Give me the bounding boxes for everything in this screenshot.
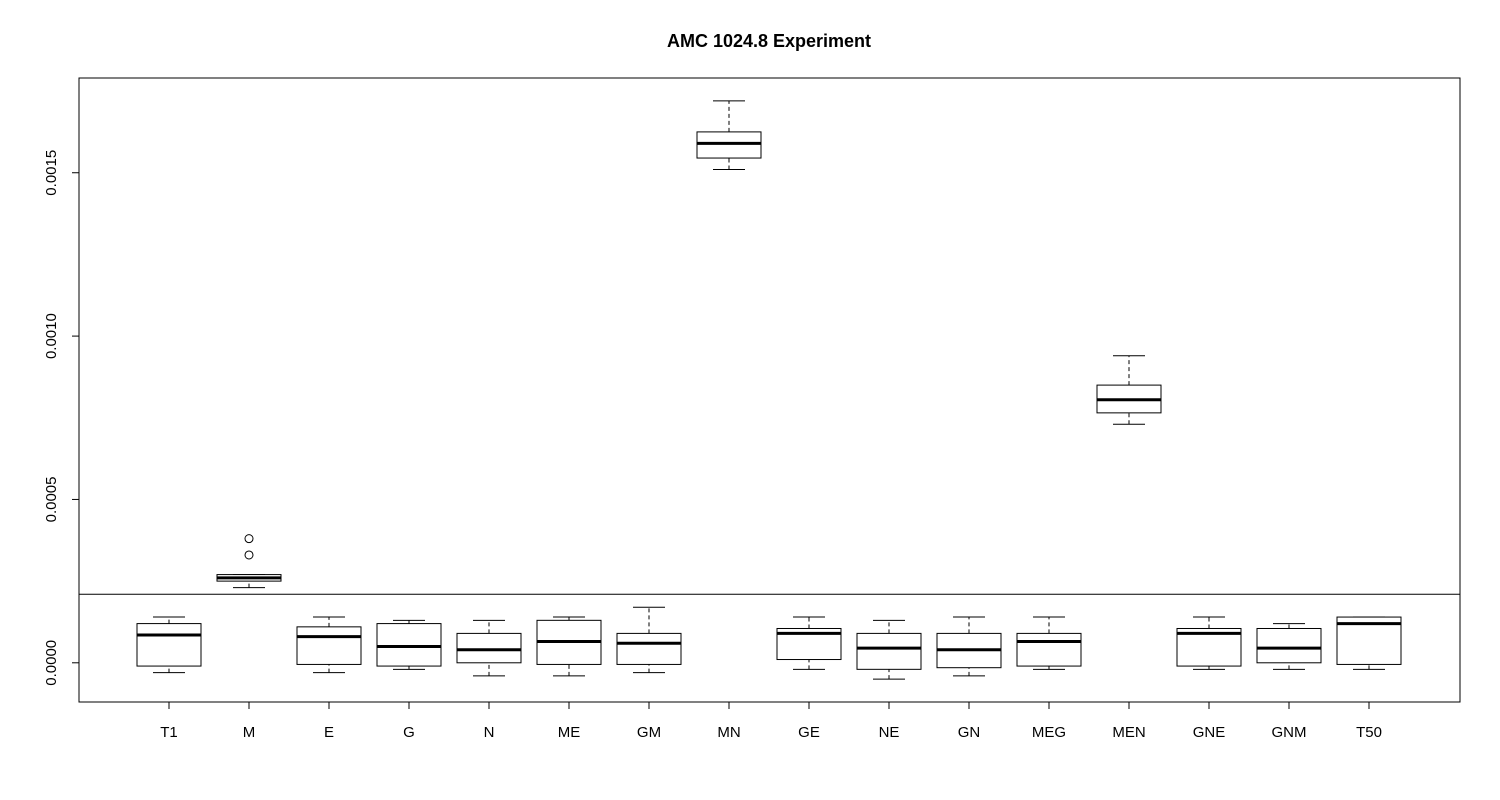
- box-e: [296, 616, 362, 674]
- iqr-box: [376, 623, 442, 667]
- x-tick-label: GN: [958, 724, 981, 741]
- x-tick-label: NE: [879, 724, 900, 741]
- box-me: [536, 616, 602, 677]
- chart-title: AMC 1024.8 Experiment: [667, 31, 871, 51]
- iqr-box: [456, 632, 522, 664]
- x-tick-label: GE: [798, 724, 820, 741]
- x-tick-label: MN: [717, 724, 740, 741]
- x-tick-label: E: [324, 724, 334, 741]
- x-tick-label: MEN: [1112, 724, 1145, 741]
- outlier-point: [244, 534, 254, 544]
- box-g: [376, 619, 442, 670]
- y-tick-label: 0.0010: [43, 313, 60, 359]
- box-men: [1096, 355, 1162, 425]
- y-tick-label: 0.0005: [43, 476, 60, 522]
- y-tick-label: 0.0015: [43, 150, 60, 196]
- box-m: [216, 534, 282, 589]
- box-ne: [856, 619, 922, 680]
- outlier-point: [244, 550, 254, 560]
- iqr-box: [296, 626, 362, 665]
- x-tick-label: T1: [160, 724, 178, 741]
- x-tick-label: GNE: [1193, 724, 1226, 741]
- x-tick-label: ME: [558, 724, 581, 741]
- box-gne: [1176, 616, 1242, 670]
- x-tick-label: M: [243, 724, 256, 741]
- x-tick-label: T50: [1356, 724, 1382, 741]
- iqr-box: [136, 623, 202, 667]
- box-n: [456, 619, 522, 677]
- box-gnm: [1256, 623, 1322, 670]
- box-ge: [776, 616, 842, 670]
- iqr-box: [696, 131, 762, 159]
- x-axis: T1 M E G N ME GM MN GE NE GN MEG MEN GNE GNM T50: [160, 701, 1382, 741]
- box-meg: [1016, 616, 1082, 670]
- x-tick-label: MEG: [1032, 724, 1066, 741]
- iqr-box: [1016, 632, 1082, 667]
- box-gm: [616, 606, 682, 674]
- iqr-box: [856, 632, 922, 670]
- box-t1: [136, 616, 202, 674]
- box-gn: [936, 616, 1002, 677]
- y-axis: 0.0000 0.0005 0.0010 0.0015: [43, 150, 80, 686]
- iqr-box: [616, 632, 682, 665]
- box-mn: [696, 100, 762, 170]
- y-tick-label: 0.0000: [43, 640, 60, 686]
- x-tick-label: GM: [637, 724, 661, 741]
- x-tick-label: G: [403, 724, 415, 741]
- x-tick-label: N: [484, 724, 495, 741]
- iqr-box: [1256, 627, 1322, 664]
- plot-frame: [78, 77, 1461, 703]
- box-t50: [1336, 616, 1402, 670]
- x-tick-label: GNM: [1272, 724, 1307, 741]
- boxes-group: [136, 100, 1402, 680]
